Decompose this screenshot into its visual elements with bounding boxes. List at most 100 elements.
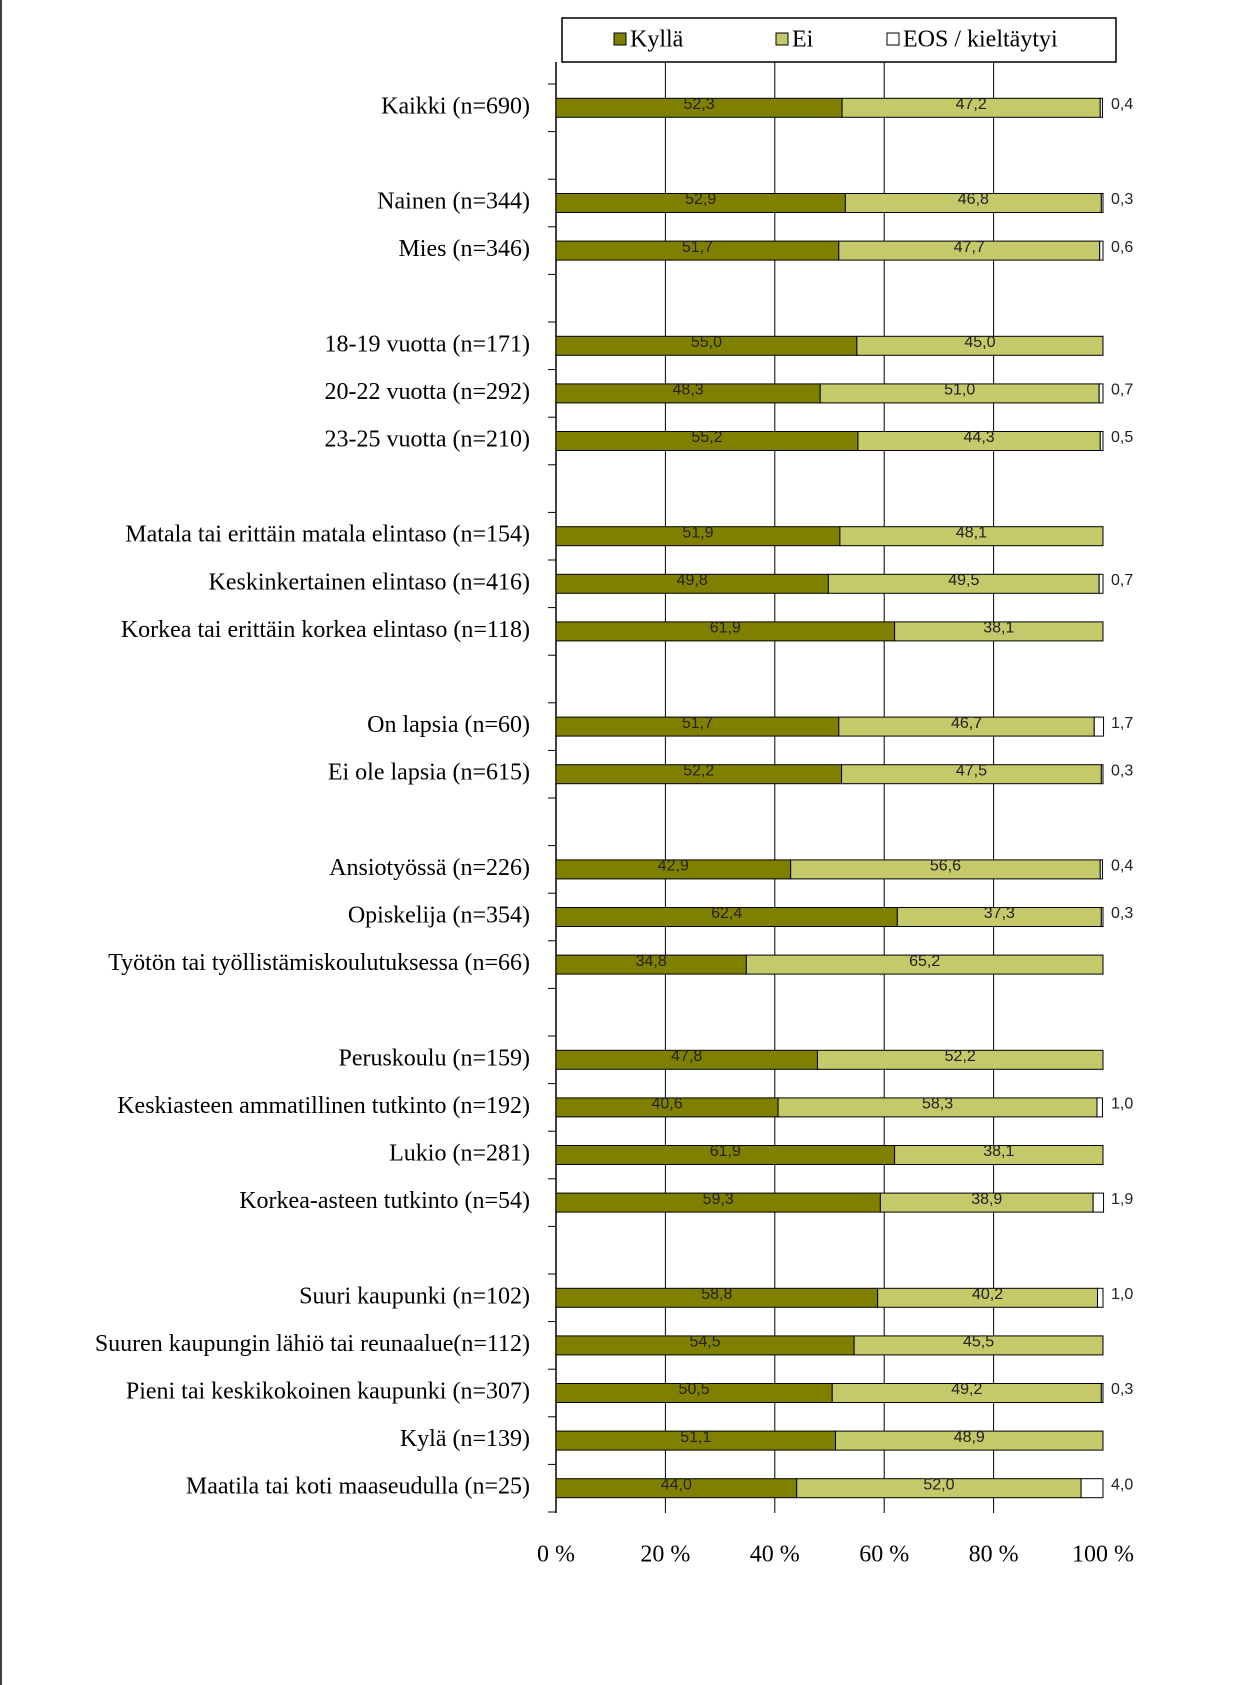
legend-label: Ei	[792, 27, 814, 53]
value-label: 58,3	[922, 1096, 953, 1113]
value-label: 38,1	[983, 620, 1014, 637]
bar-segment	[835, 1430, 1104, 1451]
value-label: 54,5	[689, 1334, 720, 1351]
value-label: 61,9	[710, 620, 741, 637]
legend-swatch	[886, 32, 900, 46]
value-label: 59,3	[703, 1191, 734, 1208]
y-tick-label: Suuri kaupunki (n=102)	[299, 1283, 530, 1309]
value-label: 45,0	[964, 334, 995, 351]
value-label: 44,0	[661, 1476, 692, 1493]
bar-segment	[894, 621, 1104, 642]
value-label: 51,0	[944, 382, 975, 399]
value-label: 40,2	[972, 1286, 1003, 1303]
x-tick-label: 80 %	[969, 1542, 1019, 1568]
bar-segment	[1099, 859, 1103, 880]
y-tick-label: Opiskelija (n=354)	[348, 903, 530, 929]
value-label: 52,3	[683, 96, 714, 113]
value-label: 52,2	[945, 1048, 976, 1065]
bar-segment	[1080, 1478, 1104, 1499]
y-tick-label: 23-25 vuotta (n=210)	[325, 427, 531, 453]
y-tick-label: Maatila tai koti maaseudulla (n=25)	[186, 1474, 530, 1500]
y-tick-label: Korkea tai erittäin korkea elintaso (n=1…	[121, 617, 530, 643]
y-tick-label: Työtön tai työllistämiskoulutuksessa (n=…	[108, 950, 530, 976]
bar-segment	[1097, 1287, 1104, 1308]
x-tick-label: 100 %	[1072, 1542, 1134, 1568]
value-label: 52,0	[923, 1476, 954, 1493]
bar-segment	[1100, 764, 1104, 785]
value-label: 51,1	[680, 1429, 711, 1446]
value-label: 1,0	[1111, 1286, 1133, 1303]
value-label: 58,8	[701, 1286, 732, 1303]
value-label: 47,7	[954, 239, 985, 256]
value-label: 47,2	[956, 96, 987, 113]
legend-swatch	[613, 32, 627, 46]
value-label: 50,5	[679, 1381, 710, 1398]
value-label: 0,4	[1111, 96, 1133, 113]
value-label: 0,3	[1111, 762, 1133, 779]
bar-segment	[816, 1049, 1104, 1070]
value-label: 49,8	[677, 572, 708, 589]
bar-segment	[1098, 383, 1104, 404]
y-tick-label: Keskiasteen ammatillinen tutkinto (n=192…	[117, 1093, 530, 1119]
value-label: 0,7	[1111, 382, 1133, 399]
value-label: 0,5	[1111, 429, 1133, 446]
value-label: 48,9	[954, 1429, 985, 1446]
bar-segment	[839, 526, 1104, 547]
value-label: 40,6	[651, 1096, 682, 1113]
x-tick-label: 40 %	[750, 1542, 800, 1568]
y-tick-label: Kylä (n=139)	[400, 1426, 530, 1452]
bar-segment	[1098, 573, 1104, 594]
value-label: 34,8	[636, 953, 667, 970]
value-label: 62,4	[711, 905, 742, 922]
value-label: 47,8	[671, 1048, 702, 1065]
value-label: 52,9	[685, 191, 716, 208]
value-label: 37,3	[984, 905, 1015, 922]
value-label: 4,0	[1111, 1476, 1133, 1493]
y-tick-label: 18-19 vuotta (n=171)	[325, 331, 531, 357]
y-tick-label: Kaikki (n=690)	[381, 93, 530, 119]
value-label: 0,3	[1111, 905, 1133, 922]
value-label: 38,9	[971, 1191, 1002, 1208]
legend-box	[561, 17, 1117, 63]
value-label: 56,6	[930, 858, 961, 875]
bar-segment	[1093, 716, 1105, 737]
value-label: 46,8	[958, 191, 989, 208]
y-tick-label: Keskinkertainen elintaso (n=416)	[209, 569, 530, 595]
bar-segment	[853, 1335, 1104, 1356]
y-tick-label: Matala tai erittäin matala elintaso (n=1…	[125, 522, 530, 548]
value-label: 0,6	[1111, 239, 1133, 256]
bar-segment	[1096, 1097, 1103, 1118]
value-label: 51,9	[682, 524, 713, 541]
value-label: 0,4	[1111, 858, 1133, 875]
x-tick-label: 60 %	[859, 1542, 909, 1568]
y-tick-label: Peruskoulu (n=159)	[338, 1045, 530, 1071]
bar-segment	[1100, 1383, 1104, 1403]
bar-segment	[1100, 907, 1104, 927]
value-label: 49,2	[951, 1381, 982, 1398]
value-label: 47,5	[956, 762, 987, 779]
legend-swatch	[775, 32, 789, 46]
x-tick-label: 20 %	[640, 1542, 690, 1568]
value-label: 52,2	[683, 762, 714, 779]
value-label: 51,7	[682, 715, 713, 732]
bar-segment	[745, 954, 1104, 975]
value-label: 65,2	[909, 953, 940, 970]
bar-segment	[1099, 240, 1104, 261]
value-label: 1,9	[1111, 1191, 1133, 1208]
value-label: 42,9	[658, 858, 689, 875]
legend-label: EOS / kieltäytyi	[903, 27, 1058, 53]
value-label: 44,3	[964, 429, 995, 446]
y-tick-label: Korkea-asteen tutkinto (n=54)	[239, 1188, 530, 1214]
bar-segment	[1100, 193, 1104, 213]
legend-label: Kyllä	[630, 27, 684, 53]
value-label: 46,7	[951, 715, 982, 732]
y-tick-label: Pieni tai keskikokoinen kaupunki (n=307)	[126, 1379, 530, 1405]
value-label: 49,5	[948, 572, 979, 589]
y-tick-label: 20-22 vuotta (n=292)	[325, 379, 531, 405]
value-label: 0,7	[1111, 572, 1133, 589]
value-label: 0,3	[1111, 1381, 1133, 1398]
value-label: 55,2	[691, 429, 722, 446]
y-tick-label: Mies (n=346)	[398, 236, 530, 262]
y-tick-label: Suuren kaupungin lähiö tai reunaalue(n=1…	[95, 1331, 530, 1357]
